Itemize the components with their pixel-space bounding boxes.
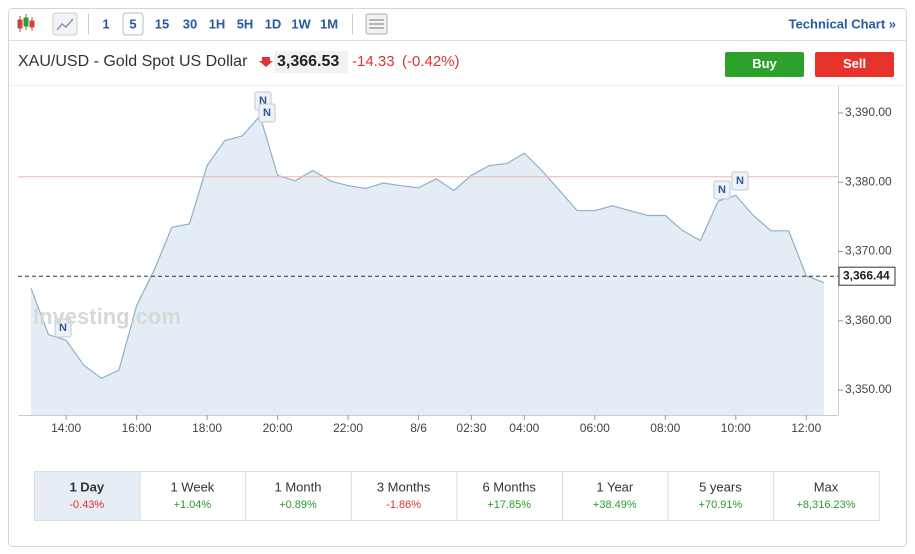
news-marker[interactable] <box>54 318 72 338</box>
interval[interactable]: 1D <box>265 16 282 31</box>
line-chart-icon[interactable] <box>52 12 78 36</box>
x-tick-label: 02:30 <box>456 421 486 435</box>
interval[interactable]: 1H <box>209 16 226 31</box>
period-cell[interactable] <box>667 471 775 521</box>
period-change: +70.91% <box>699 499 743 511</box>
period-change: -1.86% <box>386 499 421 511</box>
table-icon-glyph <box>369 19 384 29</box>
down-arrow <box>259 57 273 67</box>
plot: 3,350.00 3,360.00 3,370.00 3,380.00 3,390.00… <box>18 86 896 435</box>
x-tick-label: 10:00 <box>721 421 751 435</box>
period-change: +1.04% <box>174 499 212 511</box>
y-tick-label: 3,390.00 <box>845 105 892 119</box>
period-change: +38.49% <box>593 499 637 511</box>
interval-selected <box>122 12 144 36</box>
period-label[interactable]: 3 Months <box>377 479 431 494</box>
period-table: 1 Day -0.43% 1 Week +1.04% 1 Month +0.89% 3 Mo… <box>34 471 880 521</box>
period-label[interactable]: 1 Day <box>69 479 104 494</box>
period-cell[interactable] <box>350 471 458 521</box>
x-tick-label: 12:00 <box>791 421 821 435</box>
period-label[interactable]: 5 years <box>699 479 742 494</box>
period-cell[interactable] <box>245 471 352 521</box>
period-cell[interactable] <box>456 471 563 521</box>
x-tick-label: 20:00 <box>263 421 293 435</box>
news-marker-label[interactable]: N <box>59 322 67 334</box>
period-change: +17.85% <box>487 499 531 511</box>
period-label[interactable]: 1 Week <box>170 479 214 494</box>
period-cell[interactable] <box>773 471 880 521</box>
news-marker-label[interactable]: N <box>718 184 726 196</box>
y-tick-label: 3,360.00 <box>845 313 892 327</box>
change: -14.33 <box>352 53 395 70</box>
interval[interactable]: 1W <box>291 16 311 31</box>
x-tick-label: 08:00 <box>650 421 680 435</box>
price-line <box>30 114 825 379</box>
x-tick-label: 8/6 <box>410 421 427 435</box>
x-tick-label: 16:00 <box>122 421 152 435</box>
candlestick-icon[interactable] <box>17 14 35 32</box>
news-marker[interactable] <box>731 171 749 191</box>
news-marker-label[interactable]: N <box>263 107 271 119</box>
buy-label[interactable]: Buy <box>752 56 777 71</box>
news-marker[interactable] <box>258 103 276 123</box>
period-change: +8,316.23% <box>796 499 855 511</box>
last-price-label: 3,366.44 <box>843 268 890 282</box>
period-cell[interactable] <box>562 471 669 521</box>
sell-label[interactable]: Sell <box>843 56 866 71</box>
period-label[interactable]: 1 Year <box>596 479 634 494</box>
buy-button[interactable] <box>725 52 804 77</box>
y-tick-label: 3,380.00 <box>845 174 892 188</box>
interval[interactable]: 1M <box>320 16 338 31</box>
x-tick-label: 04:00 <box>509 421 539 435</box>
period-label[interactable]: Max <box>814 479 839 494</box>
watermark: Investing.com <box>33 304 181 329</box>
period-label[interactable]: 1 Month <box>275 479 322 494</box>
interval[interactable]: 1 <box>102 16 109 31</box>
y-tick-label: 3,370.00 <box>845 244 892 258</box>
news-marker-label[interactable]: N <box>736 175 744 187</box>
y-tick-label: 3,350.00 <box>845 382 892 396</box>
period-change: -0.43% <box>69 499 104 511</box>
interval[interactable]: 30 <box>183 16 197 31</box>
period-cell[interactable] <box>34 471 141 521</box>
news-marker[interactable] <box>713 180 731 200</box>
x-tick-label: 18:00 <box>192 421 222 435</box>
x-tick-label: 22:00 <box>333 421 363 435</box>
news-marker-label[interactable]: N <box>259 95 267 107</box>
interval[interactable]: 5 <box>129 16 136 31</box>
change-pct: (-0.42%) <box>402 53 460 70</box>
sell-button[interactable] <box>815 52 894 77</box>
interval[interactable]: 15 <box>155 16 169 31</box>
line-icon-glyph <box>56 18 74 31</box>
x-tick-label: 06:00 <box>580 421 610 435</box>
price-box <box>274 51 348 73</box>
period-change: +0.89% <box>279 499 317 511</box>
price: 3,366.53 <box>277 53 339 70</box>
technical-chart-link[interactable]: Technical Chart » <box>789 16 896 31</box>
period-label[interactable]: 6 Months <box>482 479 536 494</box>
interval[interactable]: 5H <box>237 16 254 31</box>
x-tick-label: 14:00 <box>51 421 81 435</box>
last-price-tag <box>838 266 896 286</box>
price-area <box>30 115 824 416</box>
instrument-name: XAU/USD - Gold Spot US Dollar <box>18 53 248 70</box>
period-cell[interactable] <box>139 471 247 521</box>
